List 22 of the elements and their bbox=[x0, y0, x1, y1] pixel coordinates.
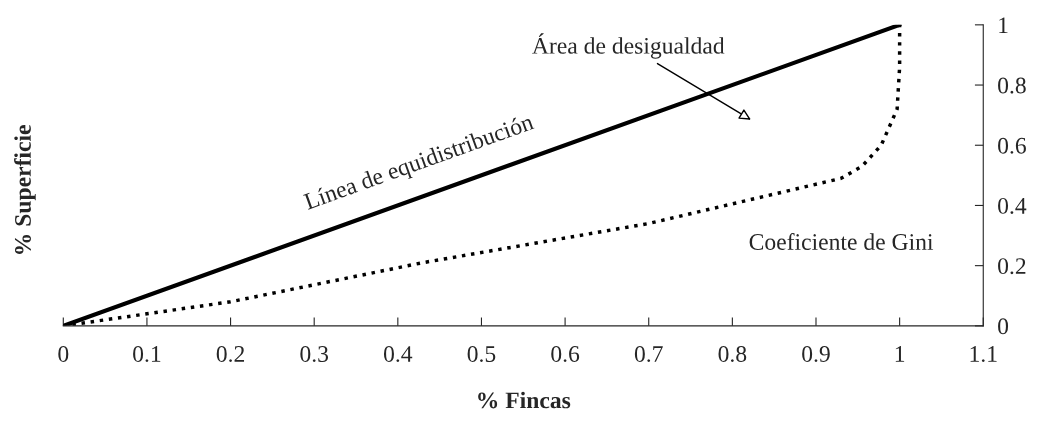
x-tick-label: 0.6 bbox=[551, 345, 580, 363]
x-tick-label: 1.1 bbox=[970, 346, 997, 363]
y-axis-title: % Superficie bbox=[14, 125, 36, 254]
annotation: Área de desigualdad bbox=[532, 33, 725, 59]
x-axis-title: % Fincas bbox=[478, 391, 571, 409]
y-tick-label: 0.6 bbox=[998, 137, 1026, 154]
x-tick-label: 0.8 bbox=[718, 345, 747, 363]
y-tick-label: 0.2 bbox=[998, 258, 1026, 275]
y-tick-label: 0 bbox=[998, 318, 1009, 335]
x-tick-label: 0.7 bbox=[634, 345, 663, 363]
x-tick-label: 0 bbox=[58, 345, 69, 362]
x-tick-label: 0.2 bbox=[216, 345, 245, 363]
y-tick-label: 1 bbox=[999, 17, 1008, 34]
annotation: Coeficiente de Gini bbox=[749, 233, 934, 250]
x-tick-label: 0.5 bbox=[467, 345, 496, 363]
x-tick-label: 0.1 bbox=[133, 345, 161, 363]
y-tick-label: 0.4 bbox=[998, 197, 1027, 214]
x-tick-label: 0.9 bbox=[802, 345, 830, 363]
x-tick-label: 0.3 bbox=[300, 345, 329, 363]
x-tick-label: 1 bbox=[895, 346, 905, 362]
y-tick-label: 0.8 bbox=[998, 77, 1026, 94]
x-tick-label: 0.4 bbox=[383, 345, 413, 363]
